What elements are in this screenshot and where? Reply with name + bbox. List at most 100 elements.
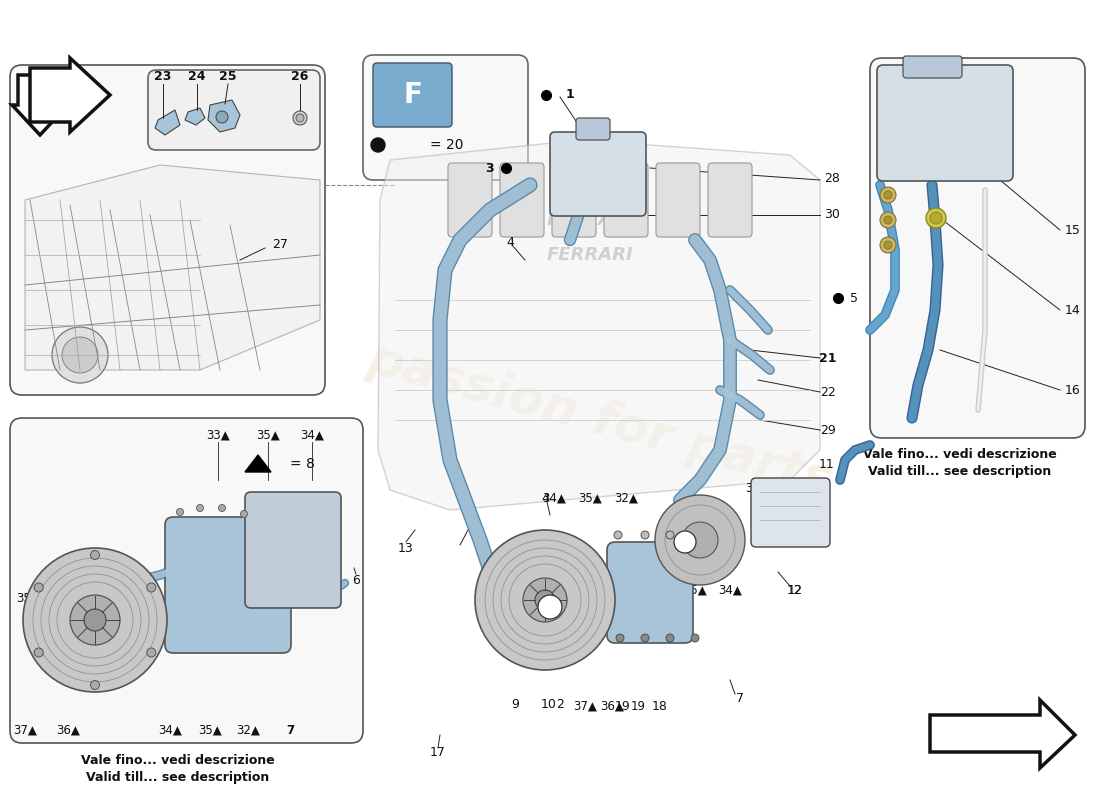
Text: 34▲: 34▲ [300, 429, 323, 442]
Text: 21: 21 [820, 351, 837, 365]
Text: 13: 13 [398, 542, 414, 554]
Text: 28: 28 [824, 171, 840, 185]
FancyBboxPatch shape [903, 56, 962, 78]
Text: 35▲: 35▲ [100, 591, 124, 605]
Circle shape [641, 634, 649, 642]
Text: 37▲: 37▲ [13, 723, 37, 737]
Polygon shape [155, 110, 180, 135]
Polygon shape [378, 140, 820, 510]
Text: 34▲: 34▲ [58, 591, 81, 605]
Polygon shape [930, 700, 1075, 768]
Text: 26: 26 [292, 70, 309, 83]
Circle shape [641, 531, 649, 539]
Circle shape [475, 530, 615, 670]
Circle shape [34, 583, 43, 592]
FancyBboxPatch shape [245, 492, 341, 608]
Text: 37▲: 37▲ [573, 699, 597, 713]
Circle shape [23, 548, 167, 692]
FancyBboxPatch shape [500, 163, 544, 237]
Text: 23: 23 [154, 70, 172, 83]
FancyBboxPatch shape [373, 63, 452, 127]
Text: 7: 7 [736, 691, 744, 705]
Circle shape [52, 327, 108, 383]
Text: 35▲: 35▲ [683, 583, 707, 597]
Circle shape [666, 531, 674, 539]
Polygon shape [30, 58, 110, 132]
Text: 35▲: 35▲ [256, 429, 279, 442]
Circle shape [371, 138, 385, 152]
Circle shape [884, 191, 892, 199]
Circle shape [880, 187, 896, 203]
Text: 14: 14 [1065, 303, 1081, 317]
Text: 35▲: 35▲ [579, 491, 602, 505]
Text: A: A [682, 538, 689, 546]
Circle shape [90, 550, 99, 559]
Text: 31▲: 31▲ [648, 583, 672, 597]
Text: 2: 2 [557, 698, 564, 711]
Text: 5: 5 [850, 291, 858, 305]
Circle shape [90, 681, 99, 690]
Text: 4: 4 [506, 235, 514, 249]
Text: 34▲: 34▲ [718, 583, 741, 597]
Text: 36▲: 36▲ [56, 723, 80, 737]
Text: 10: 10 [541, 698, 557, 711]
Circle shape [146, 648, 156, 657]
Text: 22: 22 [821, 386, 836, 398]
Polygon shape [12, 75, 68, 135]
Circle shape [84, 609, 106, 631]
Circle shape [522, 578, 566, 622]
Text: Vale fino... vedi descrizione: Vale fino... vedi descrizione [81, 754, 275, 766]
Text: 27: 27 [272, 238, 288, 251]
Text: 35▲: 35▲ [198, 723, 222, 737]
Text: passion for parts: passion for parts [362, 334, 838, 506]
Text: 15: 15 [1065, 223, 1081, 237]
Polygon shape [25, 165, 320, 370]
Text: Valid till... see description: Valid till... see description [868, 466, 1052, 478]
Circle shape [296, 114, 304, 122]
Text: 7: 7 [286, 723, 294, 737]
Circle shape [70, 595, 120, 645]
Text: F: F [404, 81, 422, 109]
FancyBboxPatch shape [550, 132, 646, 216]
Text: 1: 1 [565, 89, 574, 102]
FancyBboxPatch shape [10, 65, 324, 395]
Circle shape [219, 505, 225, 511]
Text: 29: 29 [821, 423, 836, 437]
Text: 9: 9 [512, 698, 519, 711]
FancyBboxPatch shape [656, 163, 700, 237]
Text: FERRARI: FERRARI [547, 246, 634, 264]
Polygon shape [208, 100, 240, 132]
Text: 30: 30 [824, 209, 840, 222]
Circle shape [884, 216, 892, 224]
Text: 35▲: 35▲ [16, 591, 40, 605]
Text: 18: 18 [652, 699, 668, 713]
Text: 33▲: 33▲ [745, 482, 769, 494]
Circle shape [682, 522, 718, 558]
Circle shape [34, 648, 43, 657]
Text: 12: 12 [788, 583, 803, 597]
Circle shape [926, 208, 946, 228]
Text: 4: 4 [541, 491, 549, 505]
Text: = 20: = 20 [430, 138, 463, 152]
Text: A: A [547, 602, 553, 612]
FancyBboxPatch shape [165, 517, 292, 653]
FancyBboxPatch shape [552, 163, 596, 237]
Text: 24: 24 [188, 70, 206, 83]
FancyBboxPatch shape [604, 163, 648, 237]
Circle shape [293, 111, 307, 125]
Text: 25: 25 [219, 70, 236, 83]
Circle shape [654, 495, 745, 585]
Circle shape [880, 212, 896, 228]
Circle shape [535, 590, 556, 610]
Circle shape [930, 212, 942, 224]
Text: FERRARI: FERRARI [547, 211, 634, 229]
Circle shape [674, 531, 696, 553]
FancyBboxPatch shape [10, 418, 363, 743]
Circle shape [880, 237, 896, 253]
Circle shape [216, 111, 228, 123]
FancyBboxPatch shape [877, 65, 1013, 181]
Text: Valid till... see description: Valid till... see description [87, 771, 270, 785]
FancyBboxPatch shape [448, 163, 492, 237]
Text: 16: 16 [1065, 383, 1081, 397]
Text: 36▲: 36▲ [601, 699, 624, 713]
